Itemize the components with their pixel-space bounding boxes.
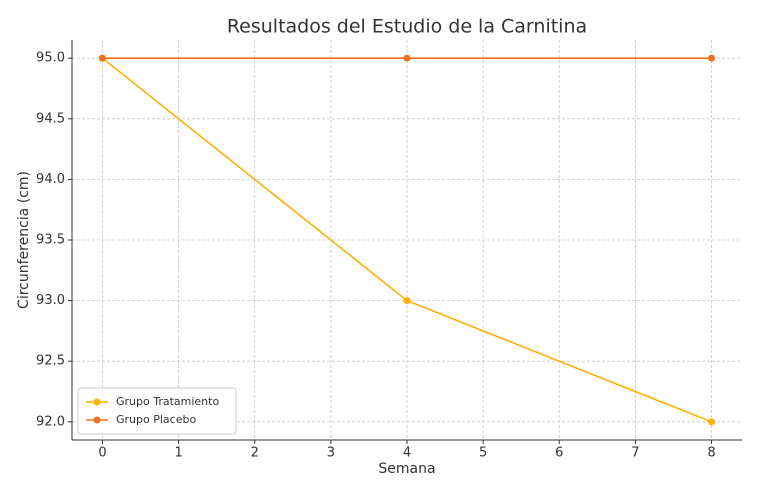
legend-label: Grupo Placebo <box>116 413 196 426</box>
legend-box <box>77 387 237 435</box>
data-point <box>403 54 411 62</box>
x-tick-label: 2 <box>251 446 259 461</box>
x-tick-label: 8 <box>707 446 715 461</box>
x-tick-label: 0 <box>98 446 106 461</box>
y-axis-label: Circunferencia (cm) <box>16 171 32 309</box>
y-tick-label: 94.5 <box>36 111 65 126</box>
x-tick-label: 5 <box>479 446 487 461</box>
data-point <box>708 54 716 62</box>
legend-marker <box>93 398 101 406</box>
x-axis-label: Semana <box>378 461 435 477</box>
y-tick-label: 92.0 <box>36 414 65 429</box>
y-tick-label: 93.5 <box>36 233 65 248</box>
x-tick-label: 6 <box>555 446 563 461</box>
x-tick-label: 3 <box>327 446 335 461</box>
y-tick-label: 94.0 <box>36 172 65 187</box>
y-tick-label: 92.5 <box>36 354 65 369</box>
data-point <box>98 54 106 62</box>
x-tick-label: 7 <box>631 446 639 461</box>
y-tick-label: 93.0 <box>36 293 65 308</box>
legend-marker <box>93 416 101 424</box>
chart-title: Resultados del Estudio de la Carnitina <box>227 16 587 38</box>
data-point <box>708 418 716 426</box>
legend-label: Grupo Tratamiento <box>116 395 219 408</box>
data-point <box>403 297 411 305</box>
y-tick-label: 95.0 <box>36 51 65 66</box>
x-tick-label: 4 <box>403 446 411 461</box>
x-tick-label: 1 <box>174 446 182 461</box>
